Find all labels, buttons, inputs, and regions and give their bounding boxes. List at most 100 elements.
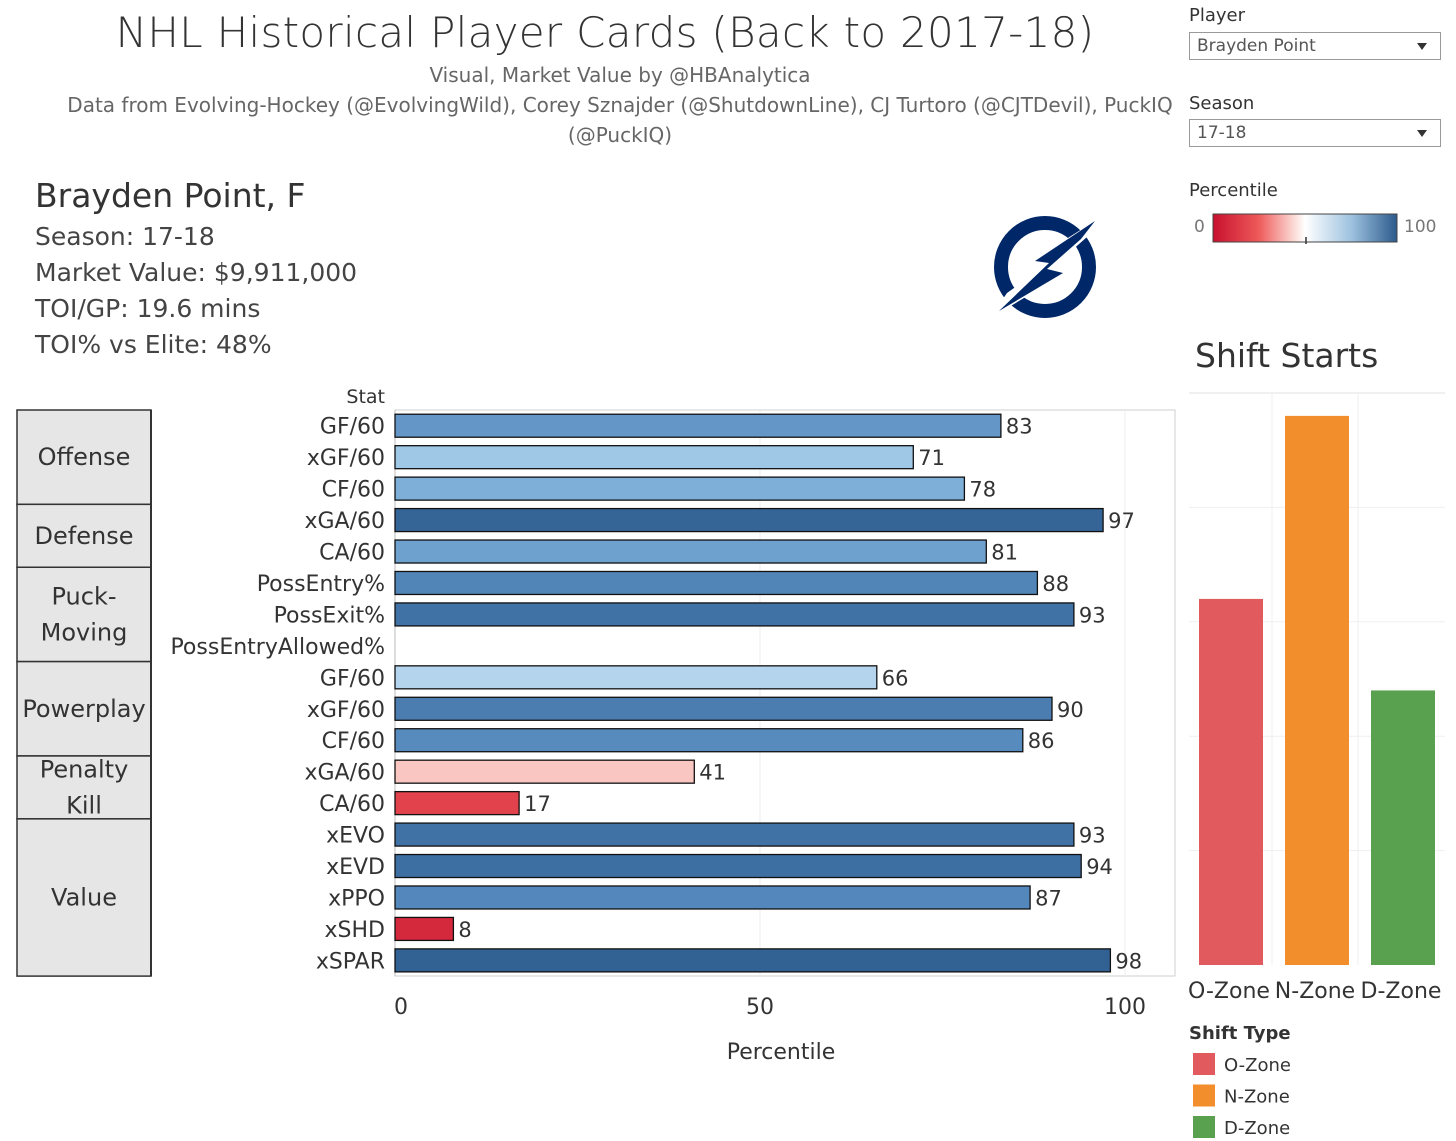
percentile-bar <box>394 885 1031 910</box>
season-info: Season: 17-18 <box>35 222 215 251</box>
category-label: Moving <box>41 618 128 646</box>
shift-bar <box>1371 690 1435 965</box>
percentile-bar <box>394 413 1002 438</box>
percentile-bar <box>394 853 1082 879</box>
shift-chart-title: Shift Starts <box>1195 336 1378 375</box>
percentile-max-label: 100 <box>1404 217 1437 237</box>
stat-label: xPPO <box>328 886 385 911</box>
player-dropdown-value: Brayden Point <box>1197 36 1316 56</box>
shift-category-label: N-Zone <box>1275 979 1355 1004</box>
percentile-bar <box>394 665 878 690</box>
bar-value-label: 97 <box>1108 509 1135 533</box>
x-tick-label: 50 <box>746 995 774 1020</box>
chevron-down-icon <box>1417 43 1427 50</box>
stat-label: PossEntry% <box>257 572 385 597</box>
percentile-min-label: 0 <box>1194 217 1205 237</box>
stat-label: xGF/60 <box>307 698 385 723</box>
toi-gp-info: TOI/GP: 19.6 mins <box>35 294 261 323</box>
category-label: Kill <box>66 791 102 819</box>
percentile-bar-chart: Stat Offense Defense Puck- Moving Powerplay Pe… <box>16 213 1398 1065</box>
bar-value-label: 66 <box>882 666 909 690</box>
percentile-bar <box>394 790 520 816</box>
bar-value-label: 17 <box>524 792 551 816</box>
credit-line: Visual, Market Value by @HBAnalytica <box>429 63 811 87</box>
percentile-bar <box>394 476 966 501</box>
shift-bar <box>1199 598 1263 965</box>
bar-value-label: 90 <box>1057 698 1084 722</box>
stat-label: PossExit% <box>274 603 385 628</box>
shift-category-label: D-Zone <box>1361 979 1442 1004</box>
legend-entry-label: D-Zone <box>1224 1118 1290 1139</box>
percentile-bar <box>394 822 1075 847</box>
bar-value-label: 88 <box>1042 572 1069 596</box>
stat-label: xSPAR <box>316 949 385 974</box>
category-label: Puck- <box>51 582 116 610</box>
lightning-bolt-logo <box>989 216 1101 319</box>
bar-value-label: 83 <box>1006 415 1033 439</box>
player-heading: Brayden Point, F <box>35 176 306 215</box>
category-label: Penalty <box>40 755 129 783</box>
percentile-bar <box>394 570 1039 596</box>
stat-label: PossEntryAllowed% <box>170 635 385 660</box>
percentile-bar <box>394 445 914 470</box>
bar-value-label: 94 <box>1086 855 1113 879</box>
stat-label: xEVO <box>326 824 385 849</box>
percentile-bar <box>394 602 1075 627</box>
percentile-bar <box>394 539 987 564</box>
bar-value-label: 41 <box>699 761 726 785</box>
sources-line-2: (@PuckIQ) <box>567 123 673 147</box>
shift-bar <box>1285 415 1349 965</box>
legend-swatch <box>1193 1053 1215 1075</box>
stat-label: CA/60 <box>319 541 385 566</box>
stat-label: xGA/60 <box>304 761 385 786</box>
percentile-bar <box>394 916 455 942</box>
chevron-down-icon <box>1417 130 1427 137</box>
season-dropdown-value: 17-18 <box>1197 123 1247 143</box>
shift-legend-title: Shift Type <box>1189 1023 1291 1044</box>
percentile-color-scale <box>1212 213 1398 243</box>
percentile-bar <box>394 728 1024 753</box>
stat-label: CF/60 <box>322 729 385 754</box>
bar-value-label: 71 <box>918 446 945 470</box>
percentile-bar <box>394 948 1112 973</box>
percentile-legend-label: Percentile <box>1189 180 1278 201</box>
bar-value-label: 81 <box>991 541 1018 565</box>
sources-line: Data from Evolving-Hockey (@EvolvingWild… <box>67 93 1173 117</box>
player-dropdown[interactable]: Brayden Point <box>1189 32 1441 60</box>
bar-value-label: 86 <box>1028 729 1055 753</box>
percentile-bar <box>394 507 1104 533</box>
percentile-bar <box>394 696 1053 721</box>
category-label: Powerplay <box>22 695 145 723</box>
player-filter-label: Player <box>1189 5 1246 26</box>
stat-label: GF/60 <box>320 666 385 691</box>
x-tick-label: 0 <box>394 995 408 1020</box>
row-header-label: Stat <box>346 386 385 408</box>
season-filter-label: Season <box>1189 93 1255 114</box>
season-dropdown[interactable]: 17-18 <box>1189 119 1441 147</box>
legend-swatch <box>1193 1084 1215 1107</box>
stat-label: xSHD <box>325 918 385 943</box>
category-label: Offense <box>38 443 131 471</box>
legend-entry-label: N-Zone <box>1224 1087 1290 1108</box>
x-tick-label: 100 <box>1104 995 1146 1020</box>
stat-label: CF/60 <box>322 478 385 503</box>
category-label: Defense <box>35 522 134 550</box>
category-label: Value <box>51 883 117 911</box>
category-cell <box>16 660 152 757</box>
legend-entry-label: O-Zone <box>1224 1055 1291 1076</box>
category-cell <box>16 818 152 977</box>
percentile-bar <box>394 759 695 784</box>
legend-swatch <box>1193 1116 1215 1138</box>
stat-label: xGA/60 <box>304 509 385 534</box>
stat-label: GF/60 <box>320 415 385 440</box>
category-cell <box>16 755 152 820</box>
category-cell <box>16 566 152 663</box>
toi-elite-info: TOI% vs Elite: 48% <box>35 330 272 359</box>
bar-value-label: 93 <box>1079 824 1106 848</box>
bar-value-label: 87 <box>1035 886 1062 910</box>
bar-value-label: 78 <box>969 478 996 502</box>
bar-value-label: 93 <box>1079 603 1106 627</box>
bar-value-label: 98 <box>1115 949 1142 973</box>
